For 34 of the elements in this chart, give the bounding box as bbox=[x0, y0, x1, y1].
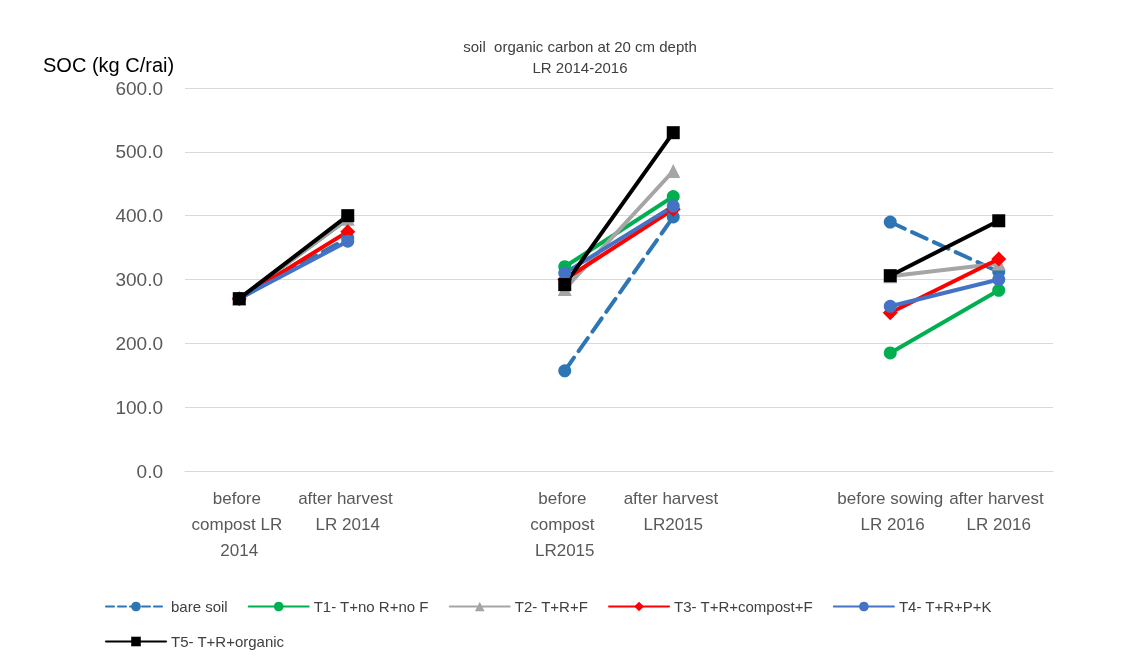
x-tick-label: after harvest LR 2014 bbox=[298, 488, 398, 534]
point bbox=[666, 199, 680, 213]
legend-label: T2- T+R+F bbox=[514, 598, 588, 615]
y-tick-label: 400.0 bbox=[115, 205, 163, 227]
legend-label: T4- T+R+P+K bbox=[898, 598, 992, 615]
point bbox=[992, 273, 1006, 286]
point bbox=[883, 215, 897, 229]
x-tick-label: before compost LR2015 bbox=[530, 488, 600, 560]
point bbox=[883, 299, 897, 313]
point bbox=[666, 126, 680, 140]
y-tick-label: 300.0 bbox=[115, 269, 163, 290]
x-tick-label: before sowing LR 2016 bbox=[837, 488, 944, 534]
point bbox=[666, 163, 681, 178]
y-tick-label: 0.0 bbox=[136, 460, 163, 482]
y-tick-label: 200.0 bbox=[115, 332, 163, 354]
point bbox=[992, 214, 1006, 228]
point bbox=[991, 251, 1007, 267]
y-tick-label: 100.0 bbox=[115, 396, 163, 418]
point bbox=[558, 364, 572, 378]
point bbox=[992, 283, 1006, 297]
y-tick-label: 600.0 bbox=[115, 77, 163, 99]
chart-title: soil organic carbon at 20 cm depth bbox=[463, 38, 697, 55]
y-tick-label: 500.0 bbox=[115, 141, 163, 163]
chart-subtitle: LR 2014-2016 bbox=[532, 59, 628, 76]
legend-label: T1- T+no R+no F bbox=[313, 598, 429, 615]
point bbox=[558, 278, 572, 292]
legend-label: T5- T+R+organic bbox=[171, 633, 285, 650]
x-tick-label: after harvest LR2015 bbox=[623, 488, 723, 534]
x-tick-label: after harvest LR 2016 bbox=[949, 488, 1049, 534]
y-axis-title: SOC (kg C/rai) bbox=[43, 54, 175, 76]
x-tick-label: before compost LR 2014 bbox=[191, 488, 287, 560]
point bbox=[883, 346, 897, 360]
legend-label: T3- T+R+compost+F bbox=[674, 598, 813, 615]
legend-label: bare soil bbox=[171, 598, 228, 615]
